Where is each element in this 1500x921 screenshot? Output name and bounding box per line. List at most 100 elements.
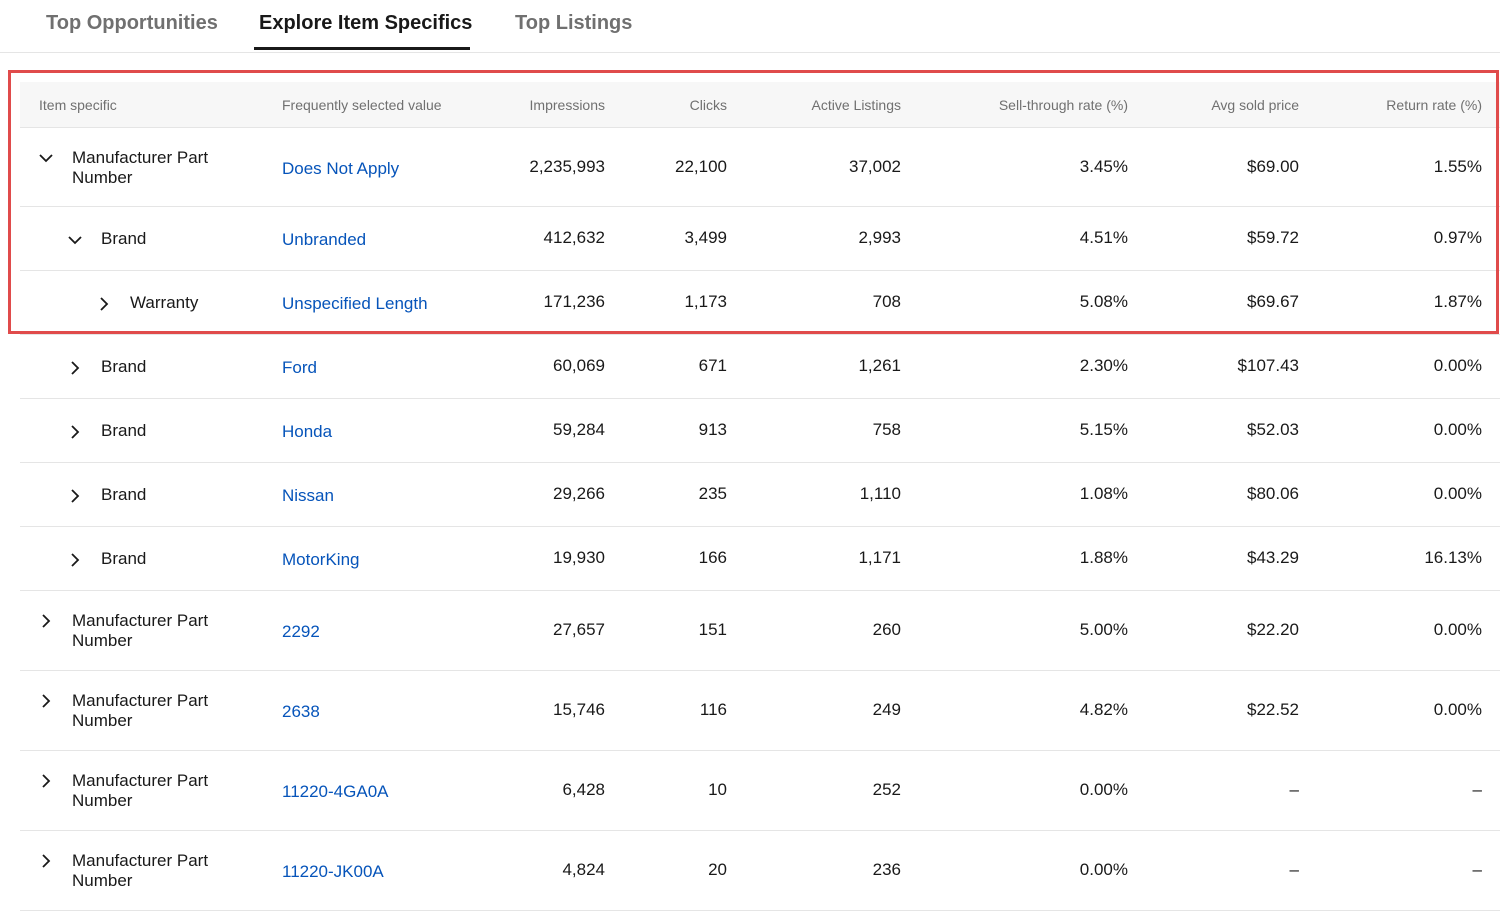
table-row: Brand MotorKing 19,930 166 1,171 1.88% $43.29 1… xyxy=(20,527,1500,591)
active-listings-cell: 1,261 xyxy=(858,356,901,375)
active-tab-indicator xyxy=(254,47,470,50)
chevron-down-icon[interactable] xyxy=(67,232,83,248)
chevron-right-icon[interactable] xyxy=(67,424,83,440)
item-specific-label-line: Manufacturer Part xyxy=(72,147,209,167)
sell-through-cell: 1.08% xyxy=(1079,484,1128,503)
item-specific-label: Brand xyxy=(101,549,146,569)
return-rate-cell: 0.00% xyxy=(1433,420,1482,439)
clicks-cell: 10 xyxy=(708,780,727,799)
item-specific-label-line: Number xyxy=(72,791,133,810)
sell-through-cell: 0.00% xyxy=(1079,860,1128,879)
header-impressions[interactable]: Impressions xyxy=(529,97,605,113)
item-specific-label-line: Manufacturer Part xyxy=(72,691,209,710)
item-specific-label-line: Brand xyxy=(101,549,147,568)
chevron-right-icon[interactable] xyxy=(38,613,54,629)
table-row: Brand Unbranded 412,632 3,499 2,993 4.51% $59.… xyxy=(20,207,1500,271)
chevron-right-icon[interactable] xyxy=(38,693,54,709)
return-rate-cell: 0.00% xyxy=(1433,484,1482,503)
frequently-selected-value-link[interactable]: Ford xyxy=(282,358,317,377)
header-avg-sold-price[interactable]: Avg sold price xyxy=(1211,97,1299,113)
active-listings-cell: 1,171 xyxy=(858,548,901,567)
return-rate-cell: 1.55% xyxy=(1433,156,1482,176)
return-rate-cell: 0.97% xyxy=(1433,228,1482,247)
item-specific-label: Manufacturer Part Number xyxy=(72,851,208,891)
item-specific-label-line: Manufacturer Part xyxy=(72,851,209,870)
active-listings-cell: 708 xyxy=(872,292,901,311)
chevron-right-icon[interactable] xyxy=(67,488,83,504)
active-listings-cell: 260 xyxy=(872,620,901,639)
header-clicks[interactable]: Clicks xyxy=(689,97,727,113)
avg-sold-price-cell: $69.00 xyxy=(1247,156,1299,176)
impressions-cell: 29,266 xyxy=(553,484,605,503)
frequently-selected-value-link[interactable]: Honda xyxy=(282,422,333,441)
return-rate-cell: – xyxy=(1472,860,1482,879)
frequently-selected-value-link[interactable]: 2638 xyxy=(282,702,320,721)
active-listings-cell: 758 xyxy=(872,420,901,439)
frequently-selected-value-link[interactable]: MotorKing xyxy=(282,550,360,569)
frequently-selected-value-link[interactable]: 11220-4GA0A xyxy=(282,782,389,801)
table-row: Manufacturer Part Number 2292 27,657 151 260 5… xyxy=(20,591,1500,671)
frequently-selected-value-link[interactable]: 11220-JK00A xyxy=(282,862,384,881)
item-specific-label: Warranty xyxy=(130,293,198,313)
item-specific-label-line: Number xyxy=(72,167,133,187)
return-rate-cell: 1.87% xyxy=(1433,292,1482,311)
impressions-cell: 412,632 xyxy=(543,228,605,247)
clicks-cell: 913 xyxy=(698,420,727,439)
avg-sold-price-cell: $43.29 xyxy=(1247,548,1299,567)
sell-through-cell: 0.00% xyxy=(1079,780,1128,799)
frequently-selected-value-link[interactable]: Does Not Apply xyxy=(282,158,400,178)
clicks-cell: 1,173 xyxy=(684,292,727,311)
impressions-cell: 15,746 xyxy=(553,700,605,719)
sell-through-cell: 3.45% xyxy=(1079,156,1128,176)
tab-top-listings[interactable]: Top Listings xyxy=(515,12,633,34)
chevron-right-icon[interactable] xyxy=(38,853,54,869)
clicks-cell: 151 xyxy=(698,620,727,639)
active-listings-cell: 1,110 xyxy=(859,484,901,503)
frequently-selected-value-link[interactable]: 2292 xyxy=(282,622,320,641)
active-listings-cell: 252 xyxy=(872,780,901,799)
chevron-right-icon[interactable] xyxy=(38,773,54,789)
chevron-down-icon[interactable] xyxy=(38,150,54,166)
avg-sold-price-cell: $22.52 xyxy=(1247,700,1299,719)
return-rate-cell: 16.13% xyxy=(1424,548,1482,567)
frequently-selected-value-link[interactable]: Unbranded xyxy=(282,230,367,249)
table-row: Manufacturer Part Number 2638 15,746 116 249 4… xyxy=(20,671,1500,751)
table-row: Brand Ford 60,069 671 1,261 2.30% $107.43 0.00% xyxy=(20,335,1500,399)
active-listings-cell: 37,002 xyxy=(849,156,901,176)
sell-through-cell: 2.30% xyxy=(1079,356,1128,375)
clicks-cell: 671 xyxy=(698,356,727,375)
frequently-selected-value-link[interactable]: Unspecified Length xyxy=(282,294,428,313)
header-return-rate[interactable]: Return rate (%) xyxy=(1386,97,1482,113)
item-specific-label: Manufacturer Part Number xyxy=(72,771,208,811)
item-specific-label-line: Brand xyxy=(101,357,147,376)
header-item-specific[interactable]: Item specific xyxy=(39,97,117,113)
avg-sold-price-cell: $80.06 xyxy=(1247,484,1299,503)
active-listings-cell: 236 xyxy=(872,860,901,879)
impressions-cell: 59,284 xyxy=(553,420,605,439)
item-specific-label-line: Number xyxy=(72,871,133,890)
table-row: Brand Honda 59,284 913 758 5.15% $52.03 0.00% xyxy=(20,399,1500,463)
item-specific-label: Manufacturer Part Number xyxy=(72,148,208,188)
clicks-cell: 22,100 xyxy=(675,156,727,176)
tab-explore-item-specifics[interactable]: Explore Item Specifics xyxy=(259,12,473,34)
item-specific-label: Brand xyxy=(101,357,146,377)
impressions-cell: 6,428 xyxy=(562,780,605,799)
header-sell-through-rate[interactable]: Sell-through rate (%) xyxy=(998,97,1128,113)
header-frequently-selected-value[interactable]: Frequently selected value xyxy=(282,97,442,113)
chevron-right-icon[interactable] xyxy=(96,296,112,312)
item-specific-label-line: Warranty xyxy=(130,293,199,312)
chevron-right-icon[interactable] xyxy=(67,360,83,376)
clicks-cell: 116 xyxy=(699,700,727,719)
chevron-right-icon[interactable] xyxy=(67,552,83,568)
item-specific-label: Manufacturer Part Number xyxy=(72,611,208,651)
avg-sold-price-cell: $52.03 xyxy=(1247,420,1299,439)
tab-top-opportunities[interactable]: Top Opportunities xyxy=(46,12,218,34)
clicks-cell: 3,499 xyxy=(684,228,727,247)
avg-sold-price-cell: $22.20 xyxy=(1247,620,1299,639)
frequently-selected-value-link[interactable]: Nissan xyxy=(282,486,334,505)
header-active-listings[interactable]: Active Listings xyxy=(811,97,901,113)
active-listings-cell: 2,993 xyxy=(858,228,901,247)
item-specific-label-line: Brand xyxy=(101,485,147,504)
avg-sold-price-cell: $69.67 xyxy=(1247,292,1299,311)
impressions-cell: 171,236 xyxy=(543,292,605,311)
